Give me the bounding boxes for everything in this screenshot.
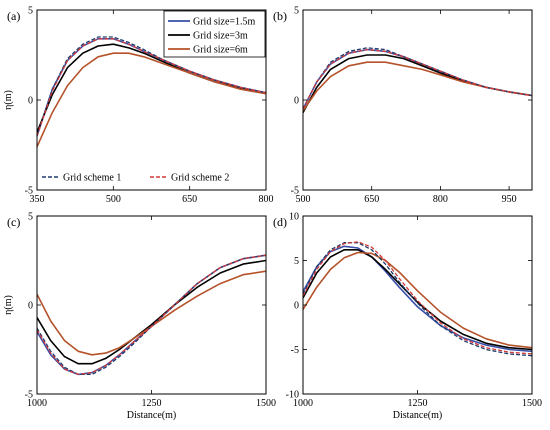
- y-axis-label: η(m): [3, 90, 14, 110]
- series-line-grid-size-6m: [37, 52, 266, 148]
- x-tick-label: 1500: [522, 398, 542, 409]
- x-axis-label: Distance(m): [393, 410, 442, 421]
- x-tick-label: 500: [106, 194, 121, 205]
- x-tick-label: 1000: [293, 398, 313, 409]
- y-tick-label: -10: [286, 390, 299, 401]
- series-line-grid-scheme-1: [303, 242, 532, 357]
- series-line-grid-scheme-2: [303, 48, 532, 110]
- x-tick-label: 500: [296, 194, 311, 205]
- series-line-grid-size-3m: [303, 249, 532, 351]
- x-tick-label: 950: [502, 194, 517, 205]
- series-line-grid-scheme-2: [37, 254, 266, 376]
- x-tick-label: 1000: [27, 398, 47, 409]
- series-line-grid-scheme-1: [37, 36, 266, 137]
- series-line-grid-scheme-2: [303, 241, 532, 355]
- y-tick-label: 0: [28, 301, 33, 312]
- series-line-grid-size-1-5m: [303, 245, 532, 353]
- y-tick-label: 5: [28, 6, 33, 17]
- series-line-grid-scheme-2: [37, 38, 266, 137]
- x-tick-label: 650: [182, 194, 197, 205]
- y-tick-label: 5: [28, 212, 33, 223]
- x-tick-label: 350: [30, 194, 45, 205]
- y-tick-label: 0: [28, 96, 33, 107]
- series-line-grid-size-3m: [37, 259, 266, 365]
- y-tick-label: 5: [294, 6, 299, 17]
- x-tick-label: 1500: [256, 398, 276, 409]
- y-tick-label: -5: [25, 390, 33, 401]
- panel-label: (a): [7, 9, 20, 23]
- axes-frame: [302, 9, 533, 191]
- series-line-grid-size-3m: [303, 54, 532, 113]
- legend-label: Grid size=3m: [193, 31, 248, 42]
- y-tick-label: 0: [294, 301, 299, 312]
- series-line-grid-size-1-5m: [37, 254, 266, 376]
- y-tick-label: 5: [294, 256, 299, 267]
- x-tick-label: 1250: [408, 398, 428, 409]
- x-tick-label: 1250: [142, 398, 162, 409]
- x-tick-label: 650: [364, 194, 379, 205]
- series-line-grid-scheme-1: [303, 47, 532, 110]
- x-tick-label: 800: [259, 194, 274, 205]
- x-tick-label: 800: [433, 194, 448, 205]
- y-tick-label: -5: [25, 186, 33, 197]
- axes-frame: [36, 215, 267, 395]
- y-tick-label: 0: [294, 96, 299, 107]
- panel-2: 1000 1250 1500 -5 0 5 (c) η(m) Distance(m): [3, 212, 276, 422]
- legend-label: Grid scheme 1: [63, 173, 121, 184]
- legend-grid: Grid size=1.5m Grid size=3m Grid size=6m: [163, 10, 266, 58]
- y-axis-label: η(m): [3, 295, 14, 315]
- panel-3: 1000 1250 1500 -10 -5 0 5 10(d) Distance(m): [273, 212, 542, 422]
- legend-scheme: Grid scheme 1 Grid scheme 2: [42, 173, 229, 184]
- legend-label: Grid scheme 2: [171, 173, 229, 184]
- legend-label: Grid size=6m: [193, 45, 248, 56]
- series-line-grid-size-6m: [303, 61, 532, 112]
- series-line-grid-scheme-1: [37, 254, 266, 376]
- legend-label: Grid size=1.5m: [193, 17, 256, 28]
- y-tick-label: -5: [291, 186, 299, 197]
- panel-1: 500 650 800 950 -5 0 5 (b): [273, 6, 533, 205]
- axes-frame: [302, 215, 533, 395]
- panel-label: (d): [273, 215, 287, 229]
- panel-label: (b): [273, 9, 287, 23]
- panel-label: (c): [7, 215, 20, 229]
- y-tick-label: 10: [289, 212, 299, 223]
- y-tick-label: -5: [291, 345, 299, 356]
- series-line-grid-size-6m: [303, 251, 532, 349]
- series-line-grid-size-6m: [37, 270, 266, 356]
- x-axis-label: Distance(m): [127, 410, 176, 421]
- panel-0: 350 500 650 800 -5 0 5 (a) η(m): [3, 6, 274, 206]
